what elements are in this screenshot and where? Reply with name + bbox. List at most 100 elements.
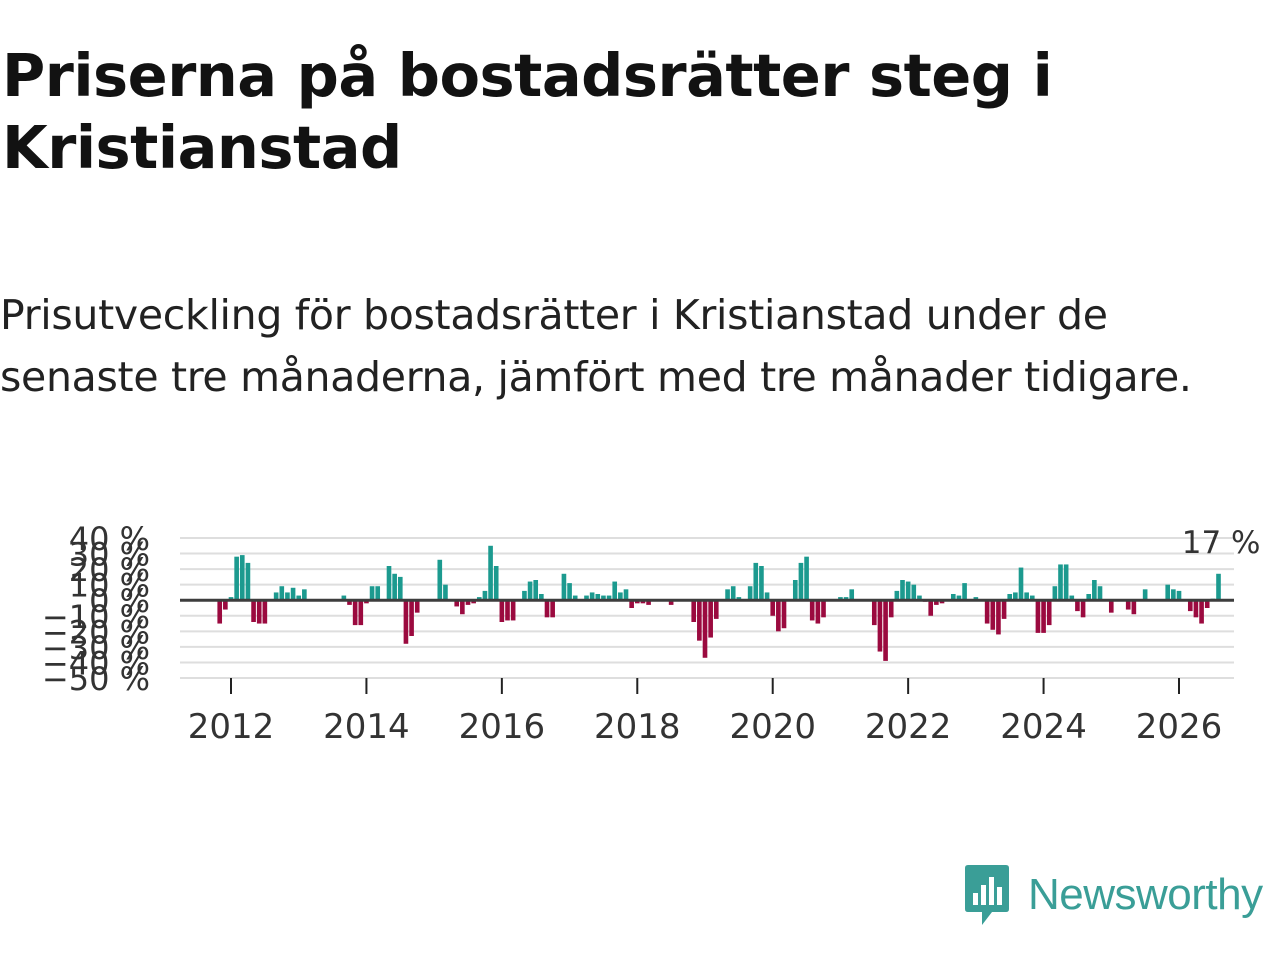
bar [443, 584, 448, 601]
bar [1052, 586, 1058, 601]
bar [809, 600, 815, 621]
y-tick-label: −20 % [42, 613, 150, 651]
bar [1171, 589, 1176, 601]
y-tick-label: −10 % [42, 598, 150, 636]
bar [296, 595, 302, 601]
bar [984, 600, 990, 624]
bar [251, 600, 256, 622]
bar [403, 600, 409, 644]
bar [928, 600, 934, 616]
bar [646, 600, 651, 605]
x-tick-label: 2026 [1136, 707, 1223, 745]
bar [1125, 600, 1131, 610]
bar [849, 589, 855, 601]
bar [996, 600, 1001, 635]
bar [691, 600, 697, 622]
bar [245, 562, 251, 601]
bar [1080, 600, 1086, 618]
bar [934, 600, 939, 605]
bar [217, 600, 223, 624]
bar [1069, 595, 1075, 601]
bar [550, 600, 555, 618]
bar [228, 597, 234, 601]
bar [239, 555, 245, 601]
bar [894, 590, 900, 601]
bar [493, 566, 499, 601]
bar [1063, 564, 1069, 601]
brand-name: Newsworthy [1028, 870, 1263, 919]
bar [759, 566, 764, 601]
bar [612, 581, 618, 601]
bar [234, 556, 239, 601]
y-tick-label: 0 % [89, 582, 150, 620]
last-value-label: 17 % [1182, 525, 1261, 561]
newsworthy-logo: Newsworthy [962, 862, 1263, 928]
bar [1108, 600, 1114, 613]
bar [776, 600, 781, 632]
bar [1035, 600, 1041, 633]
bar [1097, 586, 1103, 601]
bar [736, 597, 742, 601]
bar [956, 595, 962, 601]
y-tick-label: 30 % [69, 536, 150, 574]
bar [437, 559, 443, 601]
bar [522, 590, 527, 601]
bar [1204, 600, 1210, 608]
bar [595, 594, 601, 601]
bar [804, 556, 809, 601]
bar [544, 600, 550, 618]
bar [781, 600, 787, 629]
newsworthy-bar-chart-icon [965, 865, 1009, 925]
bar [290, 587, 296, 601]
bar [973, 597, 979, 601]
bar [392, 573, 397, 601]
bar [629, 600, 634, 608]
bar [256, 600, 262, 624]
page-title: Priserna på bostadsrätter steg i Kristia… [2, 41, 1053, 182]
bar [917, 595, 922, 601]
bar [1187, 600, 1193, 612]
bar [798, 562, 804, 601]
bar [843, 597, 849, 601]
y-tick-label: 20 % [69, 551, 150, 589]
bar [618, 592, 623, 601]
bar [471, 600, 476, 604]
bar [352, 600, 358, 626]
bar [386, 566, 392, 601]
bar [606, 595, 612, 601]
bar [1176, 590, 1182, 601]
bar [397, 576, 403, 601]
bar [572, 595, 578, 601]
bar [584, 595, 589, 601]
bar [539, 594, 544, 601]
bar [223, 600, 228, 610]
bar [911, 584, 917, 601]
x-tick-label: 2022 [865, 707, 952, 745]
page-subtitle: Prisutveckling för bostadsrätter i Krist… [0, 291, 1192, 401]
price-change-bar-chart: 40 %30 %20 %10 %0 %−10 %−20 %−30 %−40 %−… [42, 520, 1261, 745]
bar [871, 600, 877, 626]
bar [279, 586, 285, 601]
bar [1018, 567, 1024, 601]
y-tick-label: −50 % [42, 660, 150, 698]
x-tick-label: 2020 [729, 707, 816, 745]
x-tick-label: 2016 [459, 707, 546, 745]
bar [460, 600, 465, 615]
bar [725, 589, 730, 601]
x-tick-label: 2018 [594, 707, 681, 745]
bar [668, 600, 674, 605]
bar [792, 580, 798, 601]
bar [877, 600, 883, 652]
bar [561, 573, 567, 601]
bar [510, 600, 516, 621]
bar [358, 600, 364, 626]
x-tick-label: 2024 [1000, 707, 1087, 745]
bar [414, 600, 420, 613]
bar [347, 600, 352, 605]
bar [1046, 600, 1052, 626]
bar [623, 589, 629, 601]
bar [273, 592, 279, 601]
bar [1131, 600, 1137, 615]
bar [1165, 584, 1171, 601]
bar [409, 600, 414, 636]
